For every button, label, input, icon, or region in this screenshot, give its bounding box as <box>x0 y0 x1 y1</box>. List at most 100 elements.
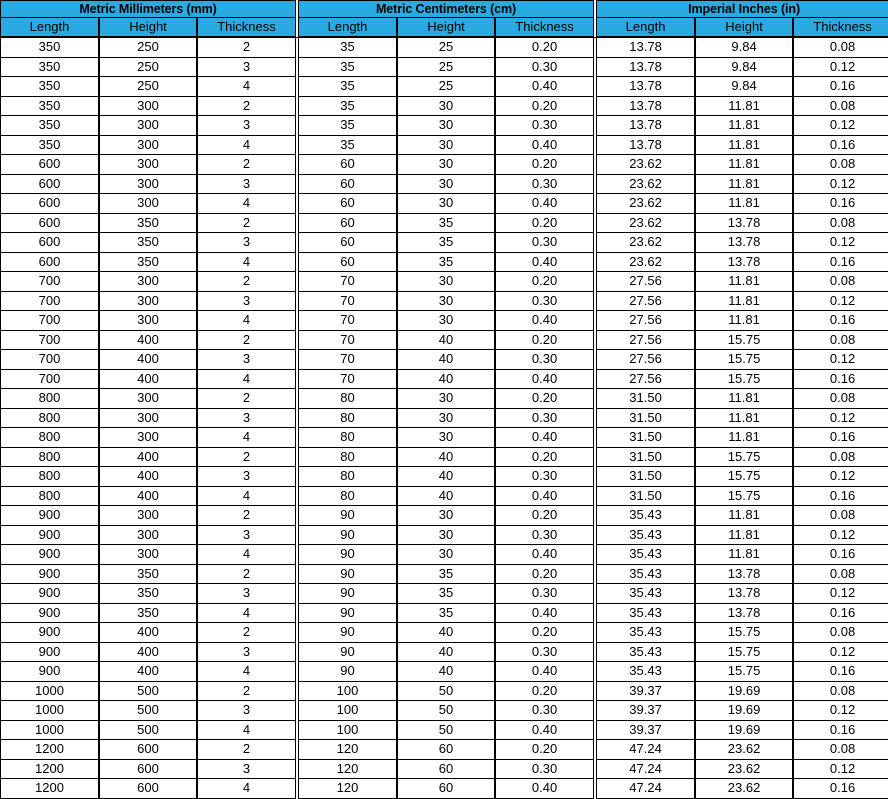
table-cell: 30 <box>397 194 496 214</box>
table-cell: 0.40 <box>495 135 595 155</box>
group-gap-cell <box>296 545 299 565</box>
table-cell: 40 <box>397 662 496 682</box>
table-cell: 11.81 <box>695 428 794 448</box>
table-cell: 300 <box>99 194 197 214</box>
group-gap-cell <box>594 272 597 292</box>
table-cell: 13.78 <box>596 37 696 58</box>
group-gap-cell <box>594 252 597 272</box>
group-gap-cell <box>296 389 299 409</box>
table-cell: 0.30 <box>495 467 595 487</box>
table-cell: 350 <box>0 77 99 97</box>
table-cell: 0.16 <box>793 369 888 389</box>
table-cell: 23.62 <box>695 779 794 799</box>
table-cell: 350 <box>0 57 99 77</box>
table-cell: 900 <box>0 603 99 623</box>
table-row: 1200 600 3 120 60 0.30 47.24 23.62 0.12 <box>0 759 888 779</box>
group-gap-cell <box>296 37 299 58</box>
table-cell: 90 <box>298 506 398 526</box>
table-row: 600 300 2 60 30 0.20 23.62 11.81 0.08 <box>0 155 888 175</box>
table-row: 350 300 4 35 30 0.40 13.78 11.81 0.16 <box>0 135 888 155</box>
table-row: 900 400 2 90 40 0.20 35.43 15.75 0.08 <box>0 623 888 643</box>
table-row: 350 300 2 35 30 0.20 13.78 11.81 0.08 <box>0 96 888 116</box>
group-gap-cell <box>594 291 597 311</box>
table-cell: 70 <box>298 311 398 331</box>
table-cell: 30 <box>397 408 496 428</box>
table-cell: 31.50 <box>596 428 696 448</box>
table-cell: 2 <box>197 564 297 584</box>
table-cell: 47.24 <box>596 740 696 760</box>
table-cell: 350 <box>0 116 99 136</box>
table-cell: 19.69 <box>695 681 794 701</box>
table-cell: 900 <box>0 545 99 565</box>
table-cell: 300 <box>99 291 197 311</box>
table-cell: 35 <box>397 213 496 233</box>
table-cell: 31.50 <box>596 408 696 428</box>
group-gap-cell <box>296 272 299 292</box>
table-cell: 1000 <box>0 720 99 740</box>
table-cell: 11.81 <box>695 96 794 116</box>
group-gap-cell <box>296 506 299 526</box>
table-cell: 400 <box>99 350 197 370</box>
group-gap-cell <box>296 681 299 701</box>
table-cell: 900 <box>0 662 99 682</box>
table-cell: 400 <box>99 369 197 389</box>
table-body: 350 250 2 35 25 0.20 13.78 9.84 0.08 350 250 3 35 25 0… <box>0 37 888 799</box>
group-gap-cell <box>594 116 597 136</box>
table-row: 800 400 4 80 40 0.40 31.50 15.75 0.16 <box>0 486 888 506</box>
table-cell: 0.20 <box>495 623 595 643</box>
table-cell: 700 <box>0 350 99 370</box>
group-gap-2 <box>594 0 597 18</box>
table-cell: 1200 <box>0 740 99 760</box>
table-cell: 40 <box>397 369 496 389</box>
group-header-row: Metric Millimeters (mm) Metric Centimete… <box>0 0 888 18</box>
table-cell: 0.12 <box>793 408 888 428</box>
group-gap-cell <box>296 408 299 428</box>
group-gap-cell <box>296 350 299 370</box>
table-row: 700 300 4 70 30 0.40 27.56 11.81 0.16 <box>0 311 888 331</box>
table-cell: 35.43 <box>596 545 696 565</box>
table-cell: 800 <box>0 389 99 409</box>
table-cell: 13.78 <box>695 603 794 623</box>
group-gap-cell <box>296 467 299 487</box>
table-cell: 4 <box>197 545 297 565</box>
table-cell: 2 <box>197 155 297 175</box>
table-cell: 250 <box>99 57 197 77</box>
table-cell: 15.75 <box>695 350 794 370</box>
table-cell: 15.75 <box>695 642 794 662</box>
table-cell: 11.81 <box>695 311 794 331</box>
table-cell: 300 <box>99 96 197 116</box>
table-row: 1000 500 2 100 50 0.20 39.37 19.69 0.08 <box>0 681 888 701</box>
table-cell: 11.81 <box>695 135 794 155</box>
group-gap-cell <box>594 96 597 116</box>
group-gap-cell <box>594 155 597 175</box>
table-cell: 40 <box>397 330 496 350</box>
table-cell: 60 <box>397 779 496 799</box>
table-cell: 0.20 <box>495 330 595 350</box>
table-row: 900 350 2 90 35 0.20 35.43 13.78 0.08 <box>0 564 888 584</box>
table-cell: 35 <box>298 96 398 116</box>
table-row: 700 300 3 70 30 0.30 27.56 11.81 0.12 <box>0 291 888 311</box>
table-cell: 350 <box>0 135 99 155</box>
table-cell: 350 <box>99 252 197 272</box>
table-cell: 35 <box>397 564 496 584</box>
table-cell: 31.50 <box>596 467 696 487</box>
group-gap-cell <box>594 213 597 233</box>
table-cell: 900 <box>0 623 99 643</box>
table-cell: 0.08 <box>793 330 888 350</box>
table-cell: 13.78 <box>695 233 794 253</box>
table-cell: 300 <box>99 135 197 155</box>
table-cell: 600 <box>0 174 99 194</box>
table-cell: 11.81 <box>695 389 794 409</box>
group-gap-cell <box>296 525 299 545</box>
table-cell: 700 <box>0 369 99 389</box>
table-cell: 27.56 <box>596 369 696 389</box>
table-cell: 39.37 <box>596 681 696 701</box>
table-cell: 400 <box>99 330 197 350</box>
table-cell: 300 <box>99 545 197 565</box>
table-cell: 600 <box>99 740 197 760</box>
table-cell: 23.62 <box>695 740 794 760</box>
group-gap-cell <box>296 77 299 97</box>
table-cell: 0.40 <box>495 545 595 565</box>
table-row: 900 400 4 90 40 0.40 35.43 15.75 0.16 <box>0 662 888 682</box>
table-cell: 0.40 <box>495 662 595 682</box>
